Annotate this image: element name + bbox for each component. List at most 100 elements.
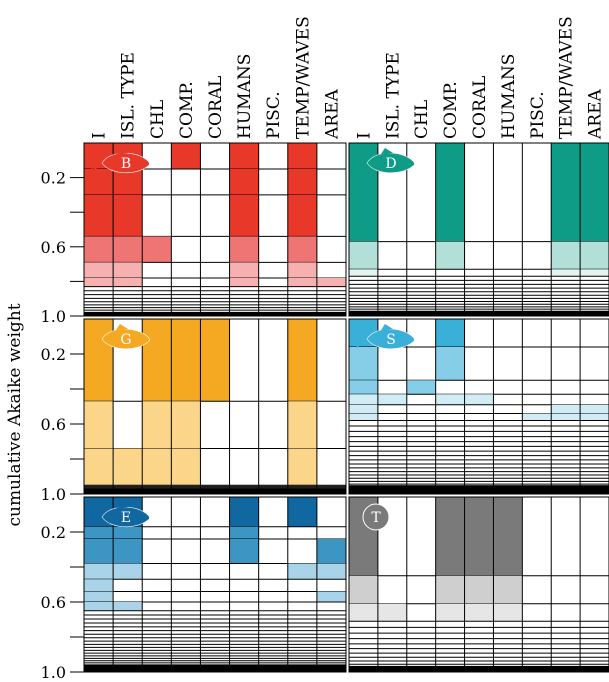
model-cell [287,277,317,287]
model-cell [349,347,378,381]
model-cell [142,319,172,402]
model-cell [316,563,346,580]
panel-label: T [371,510,381,526]
y-tick-label: 0.6 [41,238,66,257]
model-cell [435,575,465,604]
model-cell [287,168,317,195]
tail-block [84,490,346,494]
model-cell [229,168,259,195]
column-header: CHL [148,100,168,139]
model-cell [171,143,201,169]
model-cell [316,539,346,564]
y-tick-label: 0.2 [41,345,66,364]
fish-icon: S [356,324,415,350]
model-cell [551,413,581,421]
column-header: TEMP/WAVES [293,16,313,139]
model-cell [287,319,317,402]
model-cell [113,277,143,287]
panel-D: D [348,142,609,317]
y-tick-label: 0.6 [41,415,66,434]
column-header: COMP. [177,81,197,139]
model-cell [113,526,143,539]
model-cell [349,241,378,270]
y-tick-label: 0.2 [41,523,66,542]
model-cell [229,236,259,263]
model-cell [84,563,114,580]
model-cell [287,194,317,237]
model-cell [435,241,465,270]
panel-border [348,142,609,317]
model-cell [171,319,201,402]
model-cell [287,448,317,486]
model-cell [142,401,172,449]
model-cell [349,603,378,622]
model-cell [229,497,259,527]
tail-block [349,485,609,494]
model-cell [406,380,436,395]
panel-label: G [120,332,131,348]
model-cell [84,194,114,237]
model-cell [349,413,378,421]
fish-icon: B [91,148,150,174]
model-cell [229,143,259,169]
model-cell [229,277,259,287]
model-cell [84,401,114,449]
model-cell [377,394,407,405]
model-cell [113,448,143,486]
model-cell [287,401,317,449]
model-cell [200,319,230,402]
model-cell [493,575,523,604]
model-cell [551,241,581,270]
column-header: HUMANS [235,54,255,139]
column-header: COMP. [441,81,461,139]
model-cell [522,413,552,421]
panel-label: B [121,156,131,172]
y-tick-label: 1.0 [41,307,66,326]
model-cell [551,269,581,277]
tail-block [84,312,346,316]
model-cell [464,497,494,576]
model-cell [84,262,114,278]
model-cell [377,603,407,622]
model-cell [229,262,259,278]
model-cell [316,277,346,287]
model-cell [316,591,346,602]
panel-border [348,496,609,673]
model-cell [229,526,259,539]
model-cell [84,602,114,611]
model-cell [287,497,317,527]
model-cell [551,404,581,414]
model-cell [84,526,114,539]
column-header: CORAL [206,76,226,139]
column-header: AREA [322,89,342,140]
model-cell [287,143,317,169]
panel-grid: B D G S E T [83,142,609,673]
model-cell [435,319,465,347]
model-cell [349,380,378,395]
model-cell [493,603,523,622]
y-axis: 0.2 0.6 1.0 0.2 0.6 1.0 0.2 0.6 1.0 [41,143,85,682]
model-cell [464,575,494,604]
panel-G: G [83,318,347,495]
panel-S: S [348,318,609,495]
model-cell [84,277,114,287]
column-header: I [354,132,374,139]
model-cell [171,448,201,486]
model-cell [287,262,317,278]
model-cell [580,269,609,277]
model-cell [435,143,465,242]
column-header: TEMP/WAVES [557,16,577,139]
model-cell [580,143,609,242]
column-header: PISC. [528,91,548,139]
panel-label: D [385,156,396,172]
panel-label: S [386,332,396,348]
model-cell [113,236,143,263]
panel-B: B [83,142,347,317]
panel-E: E [83,496,347,673]
fish-icon: E [91,502,150,528]
tail-block [349,665,609,672]
model-cell [113,563,143,580]
model-cell [435,497,465,576]
model-cell [113,194,143,237]
model-cell [287,563,317,580]
